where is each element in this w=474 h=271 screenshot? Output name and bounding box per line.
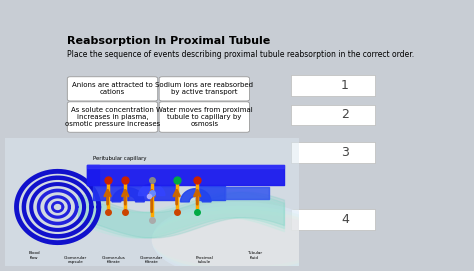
- Text: 3: 3: [341, 146, 349, 159]
- Polygon shape: [112, 188, 145, 202]
- FancyBboxPatch shape: [291, 209, 375, 230]
- Text: Blood
flow: Blood flow: [28, 251, 40, 260]
- Ellipse shape: [152, 202, 328, 271]
- Text: 4: 4: [341, 213, 349, 226]
- FancyBboxPatch shape: [291, 142, 375, 163]
- Text: Place the sequence of events describing proximal tubule reabsorption in the corr: Place the sequence of events describing …: [66, 50, 414, 59]
- Ellipse shape: [152, 206, 328, 271]
- Text: Proximal
tubule: Proximal tubule: [196, 256, 213, 264]
- FancyBboxPatch shape: [291, 75, 375, 96]
- Ellipse shape: [152, 209, 328, 271]
- Text: Water moves from proximal
tubule to capillary by
osmosis: Water moves from proximal tubule to capi…: [156, 107, 253, 127]
- Text: Peritubular capillary: Peritubular capillary: [93, 156, 146, 161]
- Text: Sodium ions are reabsorbed
by active transport: Sodium ions are reabsorbed by active tra…: [155, 82, 254, 95]
- Text: Reabsorption In Proximal Tubule: Reabsorption In Proximal Tubule: [66, 36, 270, 46]
- Ellipse shape: [152, 213, 328, 267]
- Text: Glomerulus
filtrate: Glomerulus filtrate: [101, 256, 125, 264]
- Text: Glomerular
filtrate: Glomerular filtrate: [140, 256, 164, 264]
- Text: As solute concentration
increases in plasma,
osmotic pressure increases: As solute concentration increases in pla…: [65, 107, 160, 127]
- FancyBboxPatch shape: [291, 105, 375, 125]
- Text: Glomerular
capsule: Glomerular capsule: [64, 256, 87, 264]
- FancyBboxPatch shape: [67, 102, 158, 132]
- FancyBboxPatch shape: [159, 102, 249, 132]
- Text: Tubular
fluid: Tubular fluid: [247, 251, 262, 260]
- FancyBboxPatch shape: [159, 77, 249, 101]
- Text: 1: 1: [341, 79, 349, 92]
- Polygon shape: [138, 184, 165, 196]
- Text: 2: 2: [341, 108, 349, 121]
- FancyBboxPatch shape: [67, 77, 158, 101]
- Text: Anions are attracted to
cations: Anions are attracted to cations: [72, 82, 153, 95]
- Polygon shape: [181, 189, 211, 202]
